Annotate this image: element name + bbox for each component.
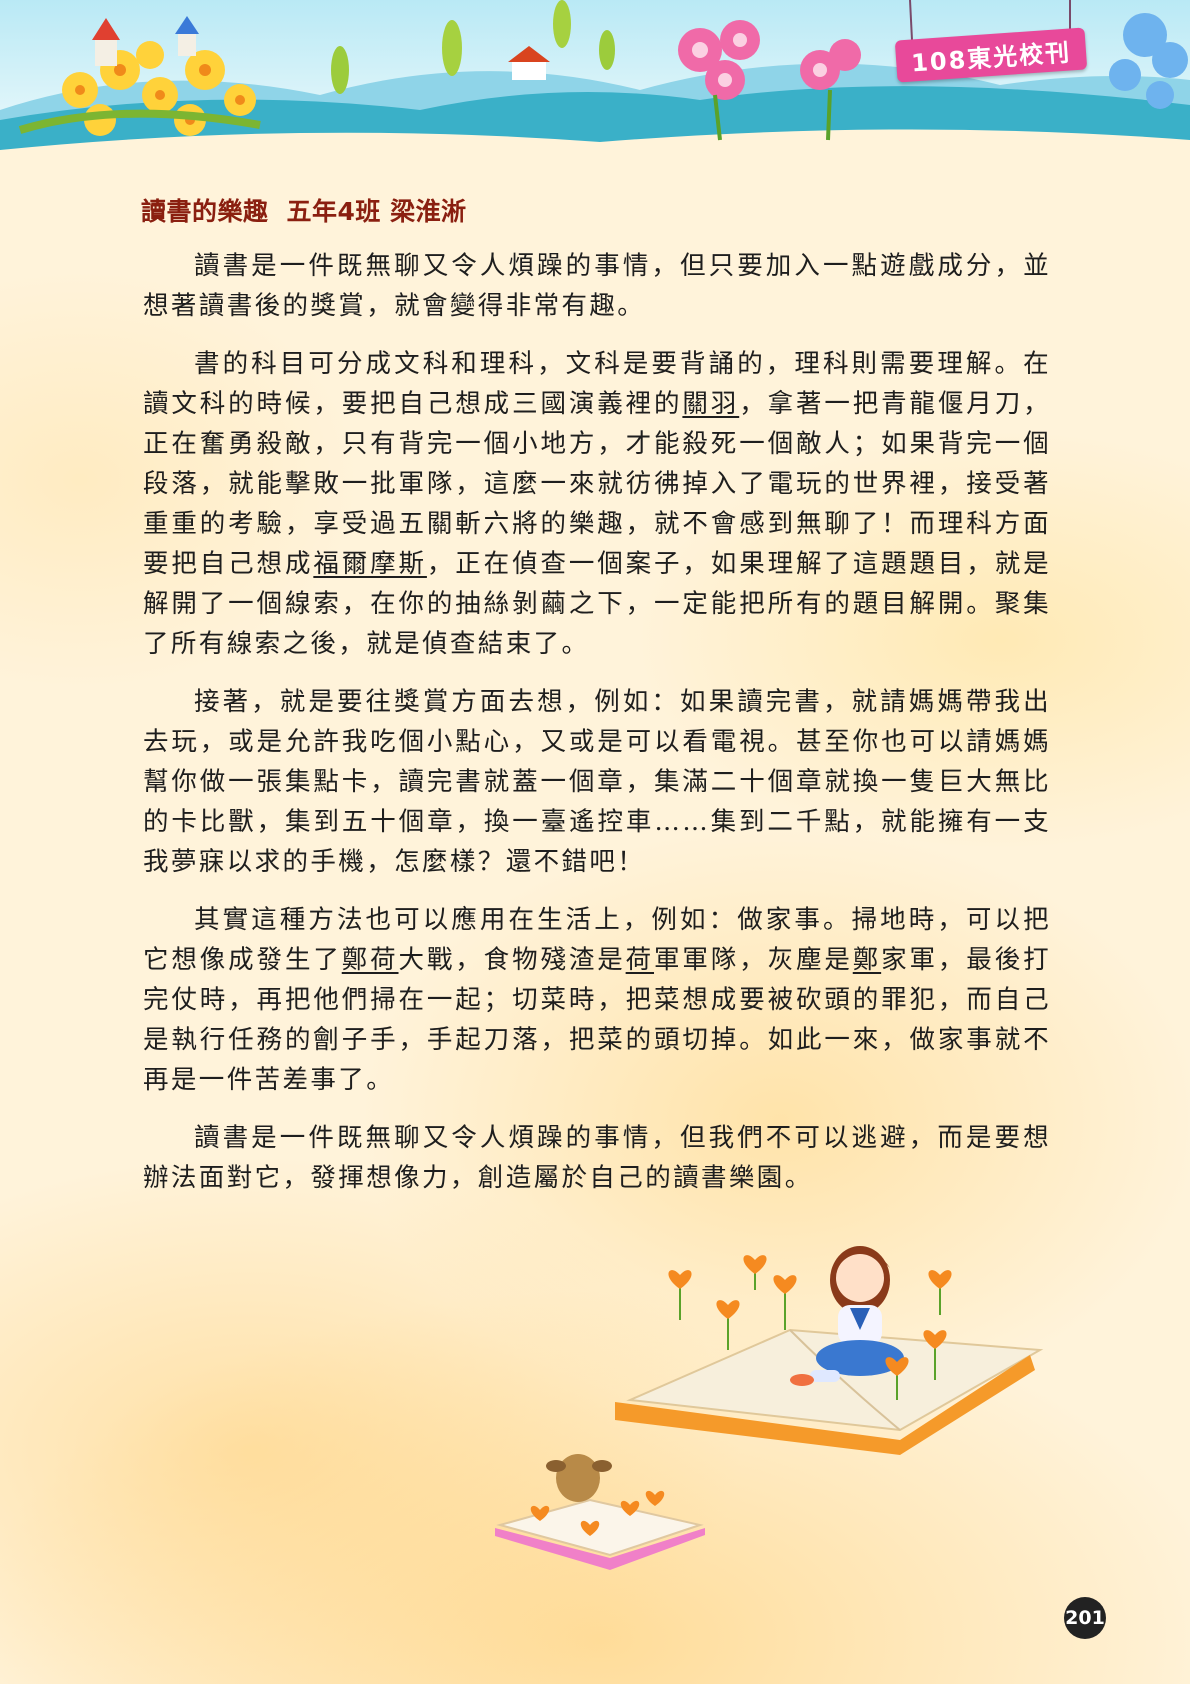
- article: 讀書的樂趣 五年4班 梁淮淅 讀書是一件既無聊又令人煩躁的事情，但只要加入一點遊戲…: [141, 192, 1051, 1216]
- paragraph-4-text-g: 家軍，最後打完仗時，再把他們掃在一起；切菜時，把菜想成要被砍頭的罪犯，而自己是執…: [143, 945, 1051, 1095]
- publication-banner-text: 108東光校刊: [910, 37, 1073, 78]
- article-byline: 五年4班 梁淮淅: [286, 197, 467, 226]
- page-number: 201: [1064, 1597, 1106, 1639]
- proper-noun-guan-yu: 關羽: [682, 389, 740, 419]
- article-title: 讀書的樂趣: [141, 197, 269, 226]
- paragraph-5: 讀書是一件既無聊又令人煩躁的事情，但我們不可以逃避，而是要想辦法面對它，發揮想像…: [143, 1123, 1051, 1193]
- proper-noun-sherlock: 福爾摩斯: [313, 549, 427, 579]
- paragraph-4-text-a: 其實這種方法也可以應用在生活上，例如：做家事。掃地時，可以把它想像成發生了: [143, 905, 1051, 975]
- paragraph-2-text-c: ，拿著一把青龍偃月刀，正在奮勇殺敵，只有背完一個小地方，才能殺死一個敵人；如果背…: [143, 389, 1051, 579]
- paragraph-2-text-a: 書的科目可分成文科和理科，文科是要背誦的，理科則需要理解。在讀文科的時候，要把自…: [143, 349, 1051, 419]
- paragraph-2: 書的科目可分成文科和理科，文科是要背誦的，理科則需要理解。在讀文科的時候，要把自…: [143, 344, 1051, 664]
- paragraph-2-text-e: ，正在偵查一個案子，如果理解了這題題目，就是解開了一個線索，在你的抽絲剝繭之下，…: [143, 549, 1051, 659]
- paragraph-4: 其實這種方法也可以應用在生活上，例如：做家事。掃地時，可以把它想像成發生了鄭荷大…: [143, 900, 1051, 1100]
- paragraph-4-text-e: 軍軍隊，灰塵是: [654, 945, 853, 975]
- article-heading: 讀書的樂趣 五年4班 梁淮淅: [141, 192, 1051, 228]
- paragraph-1: 讀書是一件既無聊又令人煩躁的事情，但只要加入一點遊戲成分，並想著讀書後的獎賞，就…: [143, 251, 1051, 321]
- girl-reading-book-illustration: [495, 1246, 1044, 1570]
- header-landscape-illustration: [0, 0, 1190, 160]
- paragraph-3: 接著，就是要往獎賞方面去想，例如：如果讀完書，就請媽媽帶我出去玩，或是允許我吃個…: [143, 687, 1051, 877]
- paragraph-4-text-c: 大戰，食物殘渣是: [398, 945, 626, 975]
- proper-noun-he: 荷: [625, 945, 655, 975]
- proper-noun-zheng-he: 鄭荷: [341, 945, 399, 975]
- proper-noun-zheng: 鄭: [852, 945, 882, 975]
